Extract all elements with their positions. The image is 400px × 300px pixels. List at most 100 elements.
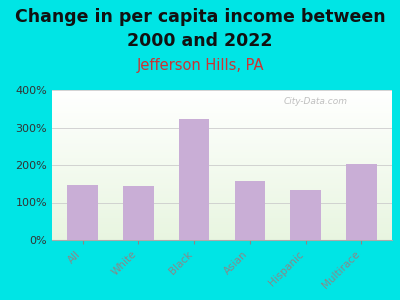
Bar [52, 134, 392, 135]
Bar [52, 196, 392, 198]
Bar [52, 225, 392, 226]
Bar [52, 231, 392, 232]
Bar [52, 236, 392, 237]
Bar [52, 202, 392, 204]
Bar [52, 210, 392, 212]
Bar [52, 148, 392, 150]
Text: Jefferson Hills, PA: Jefferson Hills, PA [136, 58, 264, 74]
Bar [52, 100, 392, 102]
Bar [52, 167, 392, 168]
Bar [52, 160, 392, 162]
Text: City-Data.com: City-Data.com [283, 98, 347, 106]
Bar [52, 206, 392, 207]
Bar [52, 228, 392, 230]
Bar [52, 207, 392, 208]
Bar [52, 102, 392, 104]
Bar [52, 224, 392, 225]
Bar [52, 144, 392, 146]
Bar [52, 154, 392, 156]
Bar [52, 168, 392, 170]
Bar [52, 90, 392, 92]
Bar [52, 132, 392, 134]
Bar [52, 96, 392, 98]
Bar [52, 128, 392, 129]
Bar [52, 116, 392, 117]
Bar [52, 156, 392, 158]
Bar [52, 146, 392, 147]
Bar [179, 119, 210, 240]
Bar [52, 135, 392, 136]
Bar [52, 184, 392, 186]
Text: 2000 and 2022: 2000 and 2022 [127, 32, 273, 50]
Bar [52, 200, 392, 201]
Bar [52, 147, 392, 148]
Bar [52, 92, 392, 93]
Bar [52, 230, 392, 231]
Bar [52, 171, 392, 172]
Bar [52, 232, 392, 234]
Bar [52, 122, 392, 123]
Bar [52, 220, 392, 222]
Bar [52, 126, 392, 128]
Bar [52, 140, 392, 141]
Bar [52, 190, 392, 192]
Bar [52, 237, 392, 238]
Bar [52, 99, 392, 100]
Bar [52, 183, 392, 184]
Bar [52, 120, 392, 122]
Bar [52, 186, 392, 188]
Bar [52, 114, 392, 116]
Bar [52, 222, 392, 224]
Bar [52, 164, 392, 165]
Bar [52, 238, 392, 240]
Bar [52, 129, 392, 130]
Bar [234, 181, 265, 240]
Bar [52, 106, 392, 108]
Bar [68, 184, 98, 240]
Bar [52, 234, 392, 236]
Bar [52, 204, 392, 206]
Bar [52, 165, 392, 166]
Text: Change in per capita income between: Change in per capita income between [15, 8, 385, 26]
Bar [52, 117, 392, 118]
Bar [52, 192, 392, 194]
Bar [52, 226, 392, 228]
Bar [52, 118, 392, 120]
Bar [52, 195, 392, 196]
Bar [52, 198, 392, 200]
Bar [52, 178, 392, 180]
Bar [52, 141, 392, 142]
Bar [52, 213, 392, 214]
Bar [52, 94, 392, 96]
Bar [52, 219, 392, 220]
Bar [52, 152, 392, 153]
Bar [52, 212, 392, 213]
Bar [52, 174, 392, 176]
Bar [52, 208, 392, 210]
Bar [52, 162, 392, 164]
Bar [123, 186, 154, 240]
Bar [52, 201, 392, 202]
Bar [52, 150, 392, 152]
Bar [52, 158, 392, 159]
Bar [52, 176, 392, 177]
Bar [52, 214, 392, 216]
Bar [52, 93, 392, 94]
Bar [290, 190, 321, 240]
Bar [346, 164, 376, 240]
Bar [52, 218, 392, 219]
Bar [52, 105, 392, 106]
Bar [52, 180, 392, 182]
Bar [52, 182, 392, 183]
Bar [52, 103, 392, 105]
Bar [52, 153, 392, 154]
Bar [52, 123, 392, 124]
Bar [52, 159, 392, 160]
Bar [52, 108, 392, 110]
Bar [52, 110, 392, 111]
Bar [52, 136, 392, 138]
Bar [52, 169, 392, 171]
Bar [52, 138, 392, 140]
Bar [52, 194, 392, 195]
Bar [52, 172, 392, 174]
